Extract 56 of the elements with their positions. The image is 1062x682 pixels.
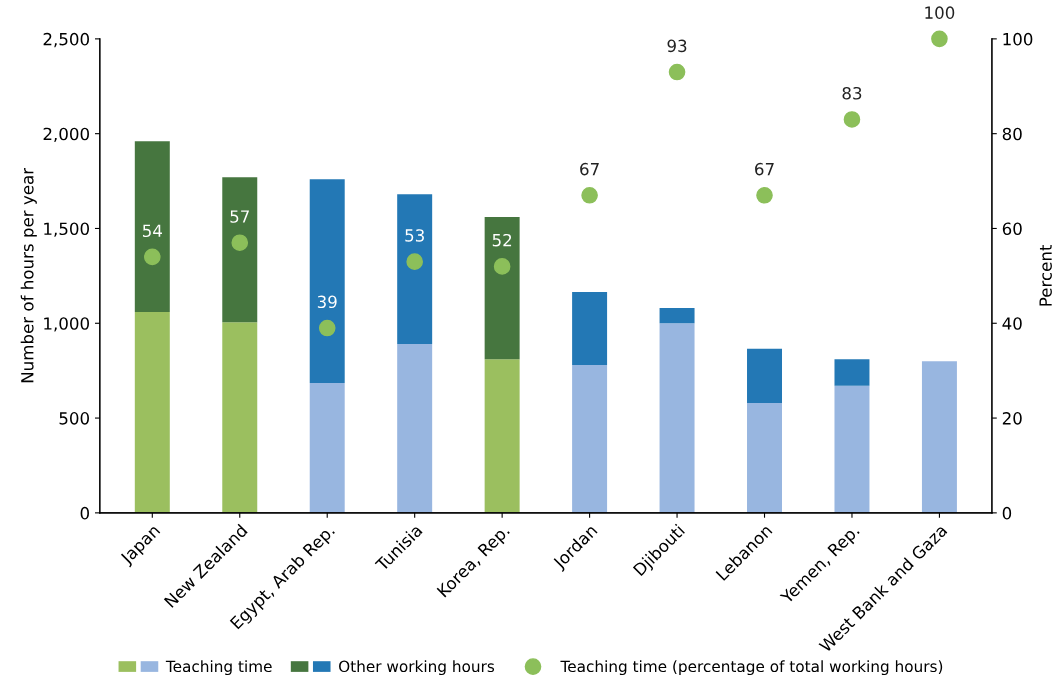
point <box>931 30 948 48</box>
bar <box>134 311 170 513</box>
point <box>581 186 598 204</box>
y-tick-label: 500 <box>59 412 89 425</box>
data-label: 67 <box>580 162 599 176</box>
bar <box>134 141 170 312</box>
point <box>318 319 336 337</box>
y-tick-label: 0 <box>80 506 89 520</box>
y2-tick-label: 100 <box>1003 32 1033 46</box>
bar <box>921 361 957 513</box>
point <box>231 234 249 251</box>
y2-tick-label: 0 <box>1002 506 1012 520</box>
bar <box>747 402 783 513</box>
bar <box>659 323 695 513</box>
legend-label: Teaching time (percentage of total working hours) <box>560 660 943 676</box>
bar <box>834 359 870 386</box>
point <box>843 111 861 128</box>
bar <box>397 344 433 513</box>
data-label: 54 <box>142 224 162 238</box>
point <box>668 63 686 81</box>
data-label: 57 <box>230 210 249 223</box>
y2-tick-label: 60 <box>1002 222 1022 236</box>
point <box>406 253 423 270</box>
y-tick-label: 1,000 <box>44 317 89 332</box>
legend-label: Other working hours <box>339 660 495 676</box>
data-label: 67 <box>755 162 774 176</box>
bar <box>222 177 258 323</box>
y-tick-label: 2,500 <box>43 32 89 48</box>
point <box>144 248 161 266</box>
data-label: 39 <box>317 295 337 309</box>
legend-label: Teaching time <box>165 660 272 676</box>
data-label: 53 <box>405 229 424 242</box>
point <box>756 186 773 204</box>
bar <box>397 194 433 345</box>
bar <box>747 348 783 403</box>
data-label: 93 <box>667 39 687 53</box>
y2-tick-label: 20 <box>1002 412 1022 425</box>
bar <box>222 322 258 513</box>
y-tick-label: 2,000 <box>43 127 89 142</box>
y-tick-label: 1,500 <box>44 222 89 237</box>
bar <box>572 364 608 513</box>
bar <box>309 382 345 513</box>
bar <box>484 217 520 360</box>
data-label: 83 <box>842 86 862 100</box>
y-axis-title: Number of hours per year <box>20 167 37 383</box>
bar <box>572 291 608 365</box>
data-label: 52 <box>492 233 512 247</box>
y2-tick-label: 40 <box>1002 317 1022 330</box>
bar <box>659 308 695 324</box>
bar <box>484 359 520 513</box>
y2-axis-title: Percent <box>1039 244 1052 306</box>
bar <box>834 385 870 513</box>
bar <box>309 179 345 383</box>
point <box>493 258 511 275</box>
data-label: 100 <box>925 6 955 19</box>
y2-tick-label: 80 <box>1002 127 1022 141</box>
